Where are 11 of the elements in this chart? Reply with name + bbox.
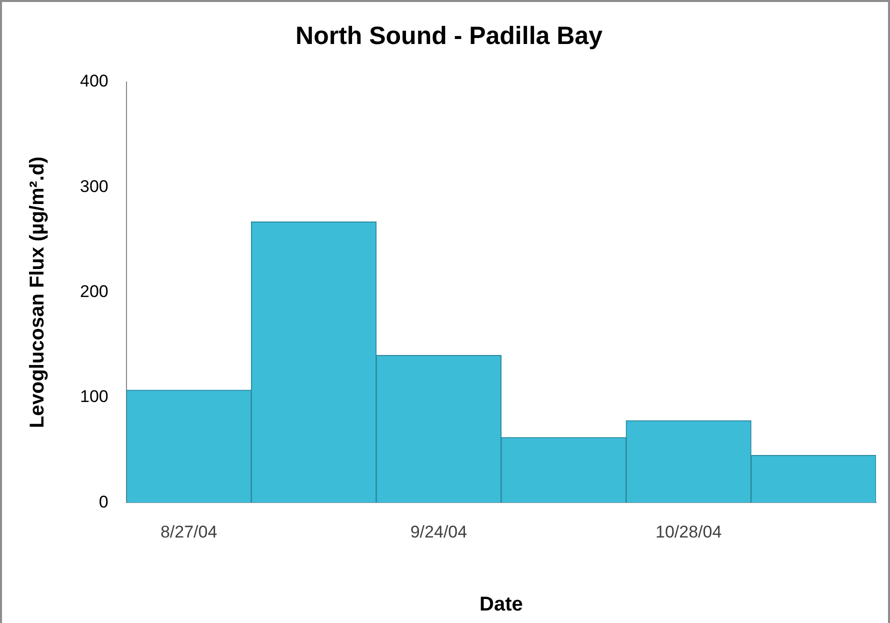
y-tick-label: 200: [80, 282, 108, 301]
y-tick-label: 300: [80, 176, 108, 196]
chart-title: North Sound - Padilla Bay: [296, 22, 603, 50]
y-tick-label: 100: [80, 387, 108, 406]
x-axis-title: Date: [480, 594, 523, 616]
y-tick-label: 0: [98, 492, 108, 512]
x-tick-label: 10/28/04: [655, 522, 722, 542]
y-axis-title: Levoglucosan Flux (µg/m².d): [26, 156, 49, 428]
x-tick-label: 9/24/04: [410, 522, 468, 542]
x-tick-label: 8/27/04: [160, 522, 218, 542]
y-tick-label: 400: [80, 72, 108, 91]
